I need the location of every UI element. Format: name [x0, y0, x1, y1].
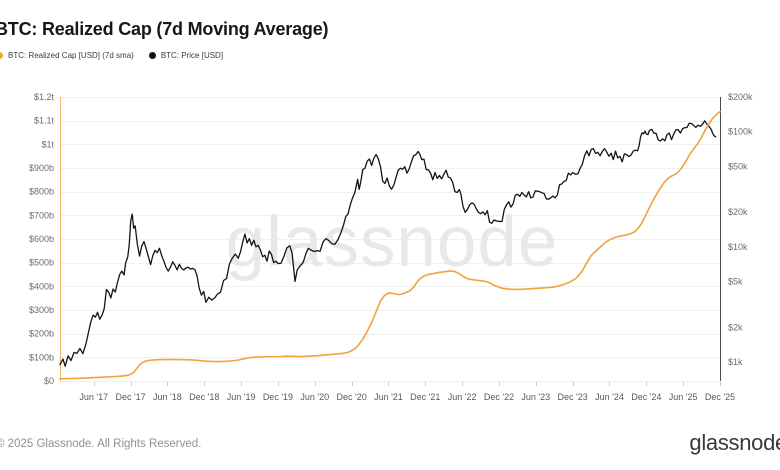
price-line-series[interactable] [59, 120, 717, 367]
glassnode-logo: glassnode [689, 430, 780, 455]
legend-item-realized-cap[interactable]: BTC: Realized Cap [USD] (7d sma) [0, 51, 134, 60]
legend-label-price: BTC: Price [USD] [160, 51, 224, 60]
svg-text:Dec '23: Dec '23 [558, 392, 588, 402]
svg-text:Jun '22: Jun '22 [448, 392, 477, 402]
svg-text:$500b: $500b [29, 258, 54, 268]
svg-text:$2k: $2k [728, 322, 743, 332]
svg-text:Dec '17: Dec '17 [115, 392, 145, 402]
svg-text:$800b: $800b [29, 187, 54, 197]
svg-text:$300b: $300b [29, 305, 54, 315]
axis-lines [60, 97, 721, 381]
x-axis: Jun '17 Dec '17 Jun '18 Dec '18 Jun '19 Dec '… [79, 382, 735, 402]
svg-text:Dec '20: Dec '20 [336, 392, 366, 402]
gridlines [60, 97, 720, 382]
svg-text:Jun '18: Jun '18 [153, 392, 182, 402]
legend-item-price[interactable]: BTC: Price [USD] [148, 51, 224, 60]
realized-cap-series-dot-icon [0, 52, 3, 59]
svg-text:Jun '20: Jun '20 [300, 392, 329, 402]
svg-text:$400b: $400b [29, 281, 54, 291]
legend-label-realized-cap: BTC: Realized Cap [USD] (7d sma) [8, 51, 134, 60]
svg-text:$900b: $900b [29, 163, 54, 173]
svg-text:$600b: $600b [29, 234, 54, 244]
svg-text:$5k: $5k [728, 276, 743, 286]
svg-text:$0: $0 [44, 376, 54, 386]
svg-text:$1k: $1k [728, 357, 743, 367]
realized-cap-line-series[interactable] [59, 110, 721, 380]
svg-text:$700b: $700b [29, 210, 54, 220]
copyright-text: © 2025 Glassnode. All Rights Reserved. [0, 438, 202, 450]
right-axis-labels: $1k $2k $5k $10k $20k $50k $100k $200k [728, 92, 753, 367]
svg-text:Jun '23: Jun '23 [521, 392, 550, 402]
svg-text:$100k: $100k [728, 127, 753, 137]
svg-text:$10k: $10k [728, 242, 748, 252]
svg-text:Dec '21: Dec '21 [410, 392, 440, 402]
svg-text:$20k: $20k [728, 207, 748, 217]
svg-text:Jun '19: Jun '19 [227, 392, 256, 402]
svg-text:$100b: $100b [29, 352, 54, 362]
price-series-dot-icon [148, 52, 156, 59]
svg-text:$200k: $200k [728, 92, 753, 102]
svg-text:Dec '18: Dec '18 [189, 392, 219, 402]
svg-text:Jun '25: Jun '25 [669, 392, 698, 402]
svg-text:$1t: $1t [41, 139, 54, 149]
left-axis-labels: $0 $100b $200b $300b $400b $500b $600b $700b $80… [29, 92, 55, 386]
glassnode-watermark: glassnode [226, 203, 559, 282]
svg-text:Jun '17: Jun '17 [79, 392, 108, 402]
svg-text:Jun '24: Jun '24 [595, 392, 624, 402]
page-title: BTC: Realized Cap (7d Moving Average) [0, 19, 329, 39]
svg-text:$50k: $50k [728, 161, 748, 171]
svg-text:Dec '22: Dec '22 [484, 392, 514, 402]
chart-legend: BTC: Realized Cap [USD] (7d sma) BTC: Pr… [0, 51, 223, 60]
svg-text:Jun '21: Jun '21 [374, 392, 403, 402]
svg-text:$200b: $200b [29, 329, 54, 339]
svg-text:Dec '19: Dec '19 [263, 392, 293, 402]
svg-text:$1.1t: $1.1t [34, 116, 55, 126]
svg-text:Dec '24: Dec '24 [631, 392, 661, 402]
svg-text:$1.2t: $1.2t [34, 92, 55, 102]
svg-text:Dec '25: Dec '25 [705, 392, 735, 402]
